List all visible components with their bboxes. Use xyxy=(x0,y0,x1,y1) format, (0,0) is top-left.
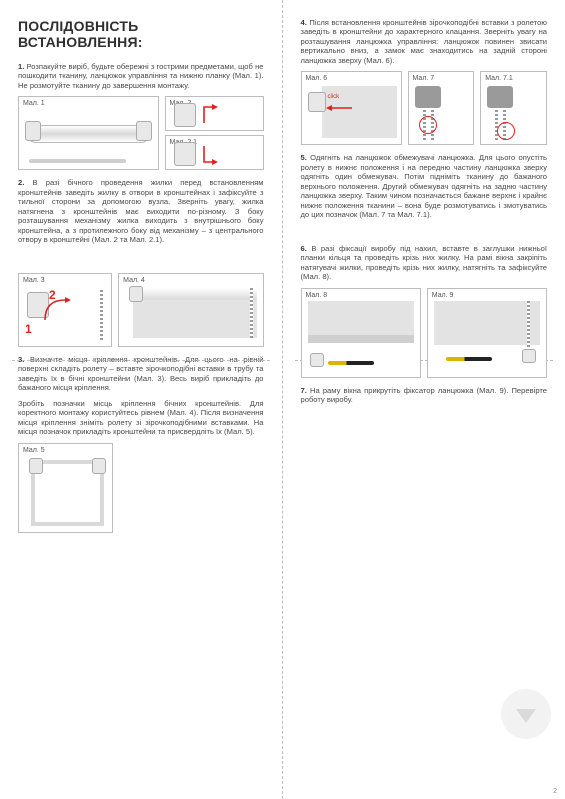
bracket-icon xyxy=(174,142,196,166)
step-4-body: Після встановлення кронштейнів зірочкопо… xyxy=(301,18,548,65)
step-2-body: В разі бічного проведення жилки перед вс… xyxy=(18,178,264,244)
figure-2-1: Мал. 2.1 xyxy=(165,135,264,170)
roller-top-icon xyxy=(133,288,256,300)
figure-8: Мал. 8 xyxy=(301,288,421,378)
step-4-text: 4. Після встановлення кронштейнів зірочк… xyxy=(301,18,548,65)
tensioner-icon xyxy=(310,353,324,367)
screwdriver-icon xyxy=(328,361,374,365)
figure-6-label: Мал. 6 xyxy=(306,75,328,82)
highlight-ring-icon xyxy=(497,122,515,140)
fig-row-4: Мал. 6 click Мал. 7 Мал. 7.1 xyxy=(301,71,548,145)
fig-row-3: Мал. 5 xyxy=(18,443,264,533)
step-7-body: На раму вікна прикрутіть фіксатор ланцюж… xyxy=(301,386,548,404)
thread-arrow-icon xyxy=(202,142,228,166)
bottom-bar-icon xyxy=(308,335,414,343)
page-number: 2 xyxy=(553,788,557,795)
step-7-text: 7. На раму вікна прикрутіть фіксатор лан… xyxy=(301,386,548,405)
figure-2: Мал. 2 xyxy=(165,96,264,131)
watermark-icon xyxy=(501,689,551,739)
page: ПОСЛІДОВНІСТЬ ВСТАНОВЛЕННЯ: 1. Розпакуйт… xyxy=(0,0,565,799)
step-7-num: 7. xyxy=(301,386,310,395)
bracket-icon xyxy=(129,286,143,302)
bracket-icon xyxy=(29,458,43,474)
step-6-body: В разі фіксації виробу під нахил, вставт… xyxy=(301,244,548,281)
chain-icon xyxy=(527,301,530,355)
figure-3-label: Мал. 3 xyxy=(23,277,45,284)
step-5-text: 5. Одягніть на ланцюжок обмежувачі ланцю… xyxy=(301,153,548,219)
screwdriver-icon xyxy=(446,357,492,361)
chain-icon xyxy=(100,290,103,340)
figure-7-label: Мал. 7 xyxy=(413,75,435,82)
figure-3: Мал. 3 1 2 xyxy=(18,273,112,347)
figure-6: Мал. 6 click xyxy=(301,71,402,145)
figure-7-1: Мал. 7.1 xyxy=(480,71,547,145)
figure-8-label: Мал. 8 xyxy=(306,292,328,299)
chain-holder-icon xyxy=(522,349,536,363)
figure-7-1-label: Мал. 7.1 xyxy=(485,75,513,82)
bottom-bar-icon xyxy=(29,159,126,163)
bracket-icon xyxy=(92,458,106,474)
mechanism-icon xyxy=(415,86,441,108)
bracket-icon xyxy=(174,103,196,127)
figure-4-label: Мал. 4 xyxy=(123,277,145,284)
thread-arrow-icon xyxy=(202,103,228,127)
step-1-text: 1. Розпакуйте виріб, будьте обережні з г… xyxy=(18,62,264,90)
mechanism-icon xyxy=(487,86,513,108)
fabric-shade xyxy=(308,301,414,337)
step-5-body: Одягніть на ланцюжок обмежувачі ланцюжка… xyxy=(301,153,548,219)
fabric-shade xyxy=(434,301,540,345)
step-6-text: 6. В разі фіксації виробу під нахил, вст… xyxy=(301,244,548,282)
horizontal-divider xyxy=(12,360,270,361)
left-column: ПОСЛІДОВНІСТЬ ВСТАНОВЛЕННЯ: 1. Розпакуйт… xyxy=(0,0,283,799)
bracket-left-icon xyxy=(25,121,41,141)
roller-illustration xyxy=(27,125,150,143)
figure-9: Мал. 9 xyxy=(427,288,547,378)
chain-icon xyxy=(250,288,253,338)
right-column: 4. Після встановлення кронштейнів зірочк… xyxy=(283,0,565,799)
figure-4: Мал. 4 xyxy=(118,273,263,347)
fig-row-5: Мал. 8 Мал. 9 xyxy=(301,288,548,378)
page-title: ПОСЛІДОВНІСТЬ ВСТАНОВЛЕННЯ: xyxy=(18,18,264,50)
fig-row-1: Мал. 1 Мал. 2 Мал. 2.1 xyxy=(18,96,264,170)
figure-1: Мал. 1 xyxy=(18,96,159,170)
step-3-text-b: Зробіть позначки місць кріплення бічних … xyxy=(18,399,264,437)
bracket-right-icon xyxy=(136,121,152,141)
figure-1-label: Мал. 1 xyxy=(23,100,45,107)
step-5-num: 5. xyxy=(301,153,311,162)
figure-5: Мал. 5 xyxy=(18,443,113,533)
step-1-body: Розпакуйте виріб, будьте обережні з гост… xyxy=(18,62,264,90)
figure-5-label: Мал. 5 xyxy=(23,447,45,454)
figure-7: Мал. 7 xyxy=(408,71,475,145)
fig-row-2: Мал. 3 1 2 Мал. 4 xyxy=(18,273,264,347)
callout-1: 1 xyxy=(25,322,32,336)
highlight-ring-icon xyxy=(419,116,437,134)
step-2-num: 2. xyxy=(18,178,33,187)
curved-arrow-icon xyxy=(43,296,73,326)
click-label: click xyxy=(328,94,340,100)
figure-9-label: Мал. 9 xyxy=(432,292,454,299)
step-1-num: 1. xyxy=(18,62,27,71)
step-6-num: 6. xyxy=(301,244,312,253)
step-2-text: 2. В разі бічного проведення жилки перед… xyxy=(18,178,264,244)
click-arrow-icon xyxy=(324,102,354,114)
